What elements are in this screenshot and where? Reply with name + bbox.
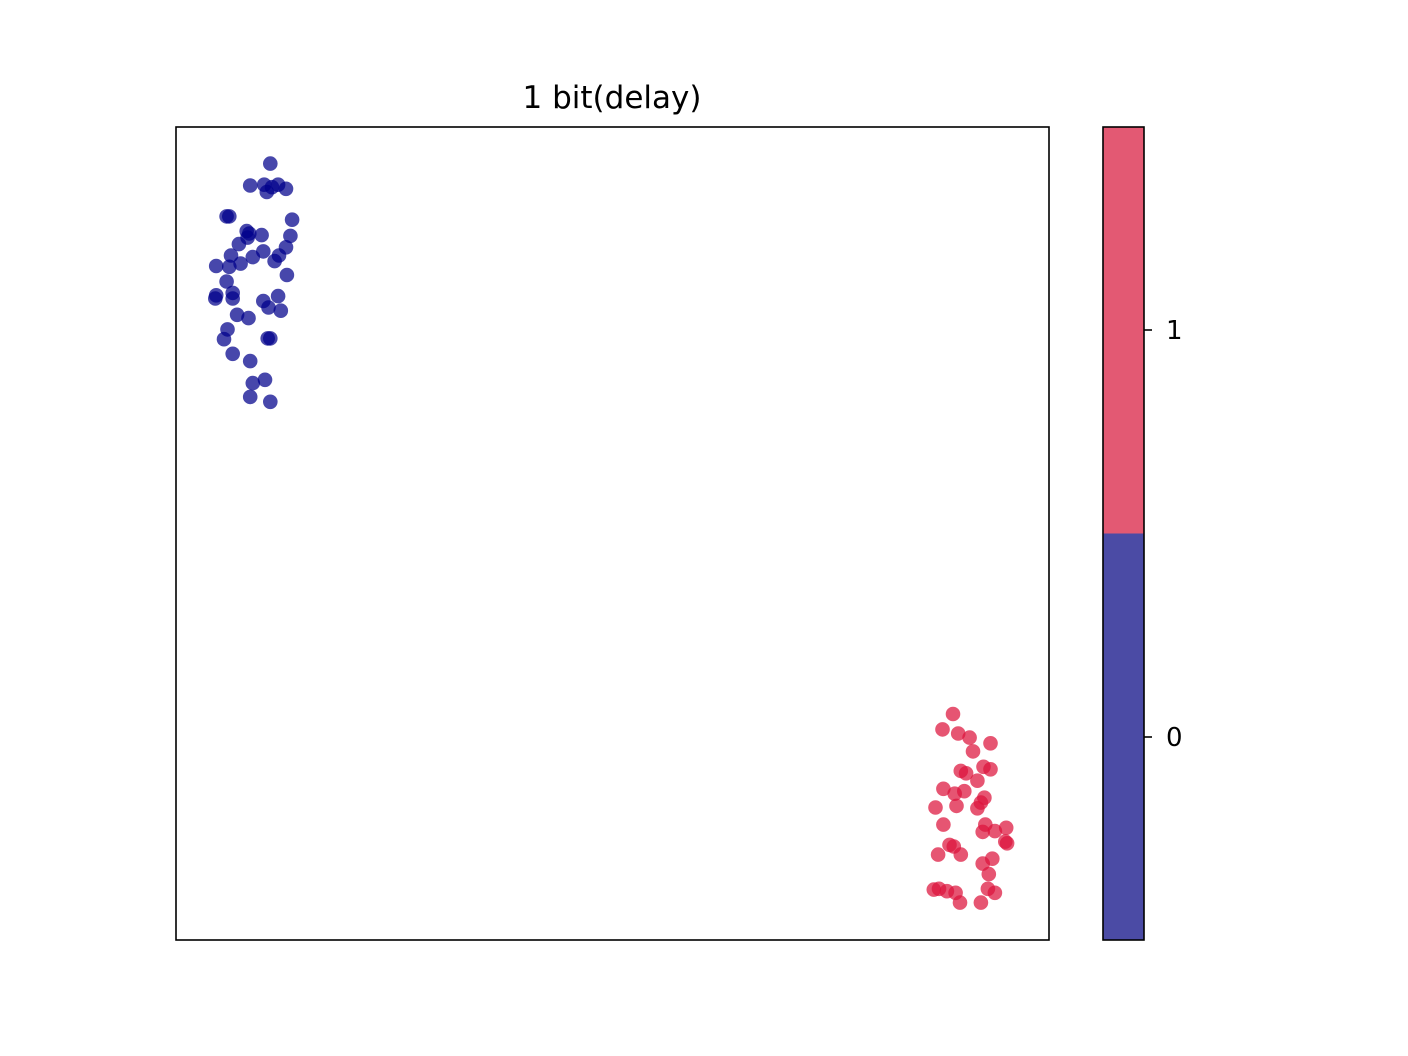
point-class-1-1 [935,722,950,737]
point-class-0-20 [267,253,282,269]
point-class-0-8 [284,212,300,227]
point-class-1-38 [987,885,1003,901]
point-class-1-19 [936,817,951,832]
point-class-1-11 [936,781,951,797]
point-class-0-5 [264,179,280,195]
colorbar: 1 0 [1102,126,1183,941]
point-class-1-0 [945,706,961,722]
point-class-1-21 [987,823,1003,839]
plot-area [175,126,1050,941]
point-class-0-40 [263,331,278,346]
point-class-0-28 [208,288,224,303]
point-class-1-2 [950,726,966,741]
colorbar-segment-0 [1103,533,1144,940]
colorbar-segment-1 [1103,127,1144,534]
point-class-0-21 [245,249,261,265]
point-class-0-34 [273,303,289,319]
point-class-1-13 [957,783,972,799]
point-class-1-15 [949,798,964,814]
point-class-0-44 [245,375,261,391]
point-class-1-9 [983,762,998,777]
point-class-1-27 [930,847,946,862]
point-class-1-32 [975,856,990,871]
point-class-0-33 [261,300,276,315]
colorbar-tick-label-1: 1 [1166,316,1183,346]
point-class-0-22 [279,267,295,283]
point-class-0-15 [231,236,247,252]
point-class-1-4 [962,730,977,745]
point-class-0-38 [216,331,232,347]
point-class-1-24 [975,824,990,840]
point-class-0-32 [270,288,286,304]
point-class-0-23 [233,256,248,271]
point-class-0-7 [283,228,298,244]
point-class-0-18 [278,240,294,255]
point-class-0-10 [219,209,234,224]
point-class-1-5 [983,736,998,751]
point-class-0-24 [208,258,224,274]
chart-title: 1 bit(delay) [523,80,702,116]
colorbar-frame [1102,126,1145,941]
point-class-0-26 [219,274,234,289]
point-class-1-14 [928,800,943,815]
point-class-0-42 [242,353,258,369]
plot-frame [175,126,1050,941]
point-class-0-30 [225,291,240,306]
point-class-1-40 [973,895,989,910]
point-class-1-18 [977,790,992,805]
point-class-1-3 [965,744,981,759]
point-class-1-22 [998,820,1014,836]
plot-background [176,127,1049,940]
point-class-1-10 [970,773,985,788]
point-class-0-46 [263,394,278,410]
point-class-0-45 [242,389,258,405]
point-class-0-25 [222,259,237,275]
point-class-0-43 [257,372,273,388]
point-class-1-39 [952,895,968,910]
point-class-0-16 [223,248,239,263]
point-class-0-3 [242,178,258,193]
point-class-0-35 [229,307,245,323]
point-class-0-0 [263,156,278,171]
point-class-0-41 [225,346,240,362]
point-class-1-28 [953,847,969,862]
points-layer [208,156,1015,910]
point-class-0-6 [278,181,294,197]
point-class-0-36 [241,310,256,326]
point-class-0-13 [254,227,269,243]
colorbar-tick-label-0: 0 [1166,723,1183,753]
point-class-1-30 [999,836,1015,851]
point-class-1-7 [958,766,974,781]
